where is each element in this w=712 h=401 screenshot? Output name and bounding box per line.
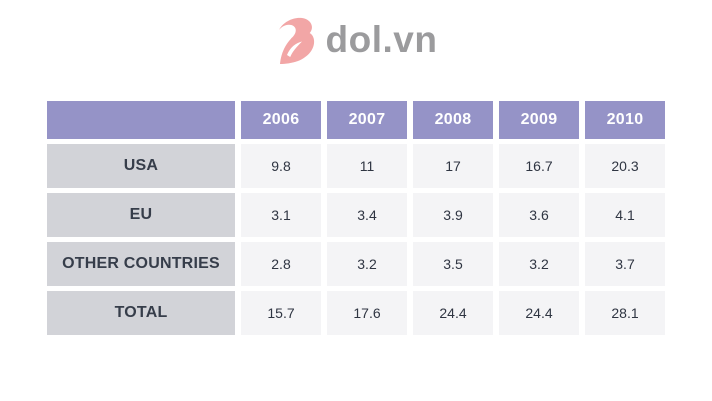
cell-eu-2006: 3.1 — [241, 193, 321, 237]
cell-usa-2008: 17 — [413, 144, 493, 188]
cell-eu-2008: 3.9 — [413, 193, 493, 237]
cell-total-2006: 15.7 — [241, 291, 321, 335]
row-label-other-countries: OTHER COUNTRIES — [47, 242, 235, 286]
cell-eu-2010: 4.1 — [585, 193, 665, 237]
cell-other-2006: 2.8 — [241, 242, 321, 286]
cell-usa-2007: 11 — [327, 144, 407, 188]
cell-total-2007: 17.6 — [327, 291, 407, 335]
cell-other-2007: 3.2 — [327, 242, 407, 286]
cell-eu-2009: 3.6 — [499, 193, 579, 237]
header-cell-blank — [47, 101, 235, 139]
cell-other-2010: 3.7 — [585, 242, 665, 286]
cell-usa-2006: 9.8 — [241, 144, 321, 188]
table-row-other-countries: OTHER COUNTRIES 2.8 3.2 3.5 3.2 3.7 — [47, 242, 665, 286]
header-cell-2008: 2008 — [413, 101, 493, 139]
cell-total-2008: 24.4 — [413, 291, 493, 335]
row-label-eu: EU — [47, 193, 235, 237]
row-label-usa: USA — [47, 144, 235, 188]
cell-eu-2007: 3.4 — [327, 193, 407, 237]
cell-usa-2010: 20.3 — [585, 144, 665, 188]
data-table: 2006 2007 2008 2009 2010 USA 9.8 11 17 1… — [41, 96, 671, 340]
header-cell-2009: 2009 — [499, 101, 579, 139]
table-row-total: TOTAL 15.7 17.6 24.4 24.4 28.1 — [47, 291, 665, 335]
dol-logo-text: dol.vn — [325, 18, 438, 60]
cell-usa-2009: 16.7 — [499, 144, 579, 188]
table-row-usa: USA 9.8 11 17 16.7 20.3 — [47, 144, 665, 188]
cell-total-2010: 28.1 — [585, 291, 665, 335]
dol-swoosh-leaf-icon — [275, 16, 319, 66]
table-header-row: 2006 2007 2008 2009 2010 — [47, 101, 665, 139]
cell-other-2009: 3.2 — [499, 242, 579, 286]
header-cell-2010: 2010 — [585, 101, 665, 139]
cell-total-2009: 24.4 — [499, 291, 579, 335]
cell-other-2008: 3.5 — [413, 242, 493, 286]
table-row-eu: EU 3.1 3.4 3.9 3.6 4.1 — [47, 193, 665, 237]
dol-logo: dol.vn — [0, 0, 712, 69]
header-cell-2007: 2007 — [327, 101, 407, 139]
row-label-total: TOTAL — [47, 291, 235, 335]
header-cell-2006: 2006 — [241, 101, 321, 139]
